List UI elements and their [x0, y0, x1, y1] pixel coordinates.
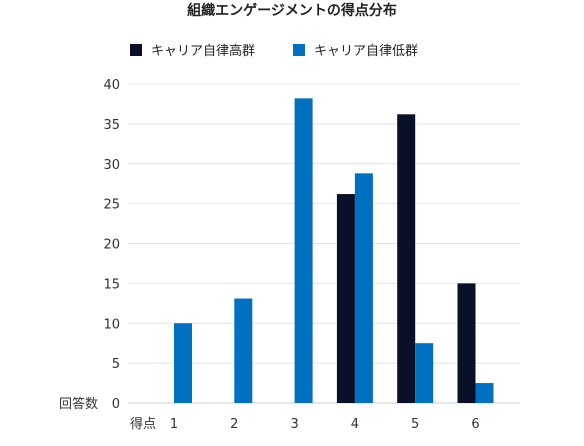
x-tick-label: 6 — [471, 417, 479, 432]
y-axis-ticks: 0 5 10 15 20 25 30 35 40 — [103, 78, 120, 412]
legend-swatch-low — [293, 44, 305, 56]
y-tick-label: 40 — [103, 78, 120, 93]
y-tick-label: 25 — [103, 198, 120, 213]
bar-low-6 — [475, 383, 494, 403]
legend: キャリア自律高群 キャリア自律低群 — [130, 43, 418, 59]
x-tick-label: 5 — [411, 417, 419, 432]
bar-high-6 — [457, 283, 476, 403]
bar-low-4 — [354, 173, 373, 403]
y-tick-label: 0 — [112, 397, 120, 412]
x-tick-label: 3 — [290, 417, 298, 432]
y-tick-label: 15 — [103, 277, 120, 292]
bar-low-3 — [294, 98, 313, 403]
y-axis-title: 回答数 — [59, 396, 98, 412]
x-tick-label: 2 — [230, 417, 238, 432]
y-tick-label: 30 — [103, 158, 120, 173]
bar-high-4 — [336, 194, 355, 403]
y-tick-label: 35 — [103, 118, 120, 133]
x-tick-label: 1 — [170, 417, 178, 432]
bar-low-2 — [234, 298, 253, 403]
bar-low-5 — [415, 343, 434, 403]
y-tick-label: 5 — [112, 357, 120, 372]
x-tick-label: 4 — [351, 417, 359, 432]
y-tick-label: 10 — [103, 317, 120, 332]
bar-low-1 — [174, 323, 192, 403]
legend-label-high: キャリア自律高群 — [151, 43, 255, 59]
legend-swatch-high — [130, 44, 142, 56]
x-axis-title: 得点 — [130, 416, 156, 432]
chart-title: 組織エンゲージメントの得点分布 — [187, 2, 397, 19]
legend-label-low: キャリア自律低群 — [314, 44, 418, 59]
gridlines — [128, 83, 520, 404]
bars — [174, 98, 494, 404]
y-tick-label: 20 — [103, 238, 120, 253]
x-axis-ticks: 1 2 3 4 5 6 — [170, 417, 480, 432]
bar-high-5 — [397, 114, 416, 404]
